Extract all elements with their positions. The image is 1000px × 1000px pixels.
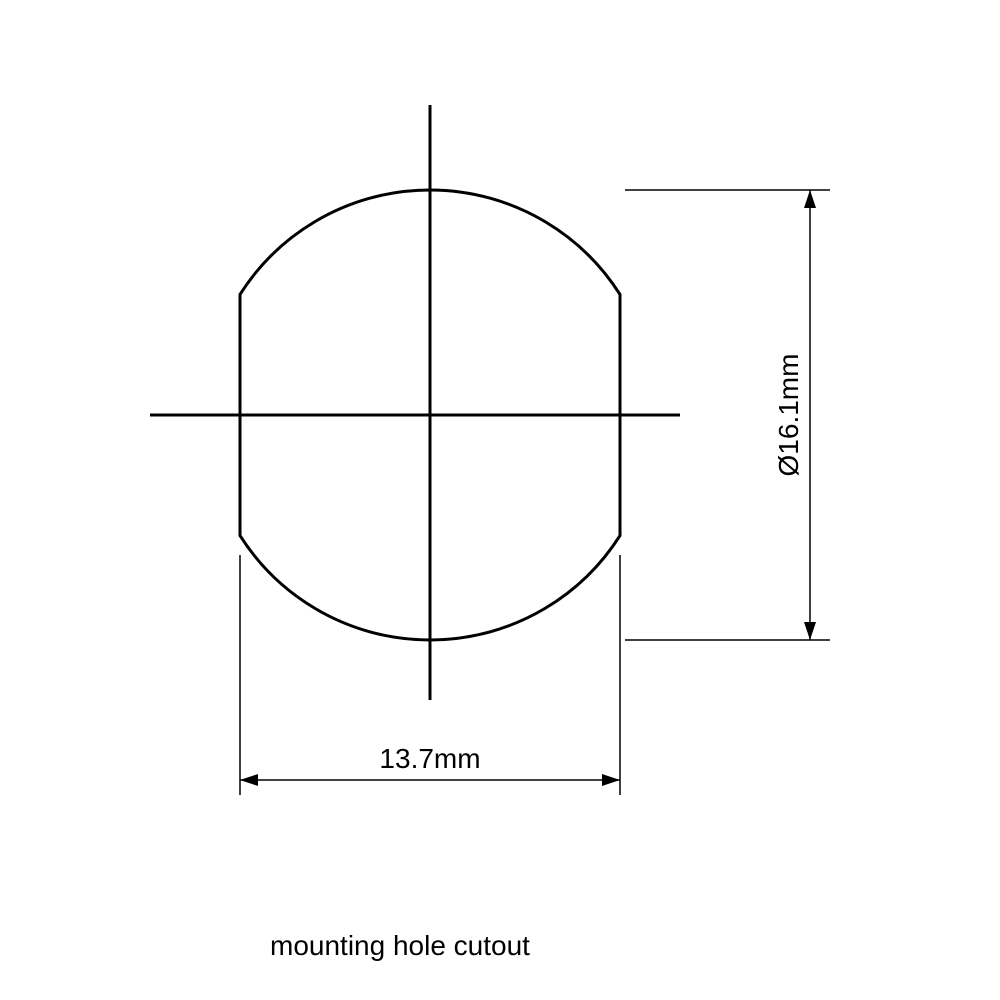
drawing-caption: mounting hole cutout bbox=[270, 930, 530, 962]
diameter-dimension-label: Ø16.1mm bbox=[773, 354, 804, 477]
mounting-hole-diagram: 13.7mm Ø16.1mm bbox=[0, 0, 1000, 1000]
width-dimension-label: 13.7mm bbox=[379, 743, 480, 774]
